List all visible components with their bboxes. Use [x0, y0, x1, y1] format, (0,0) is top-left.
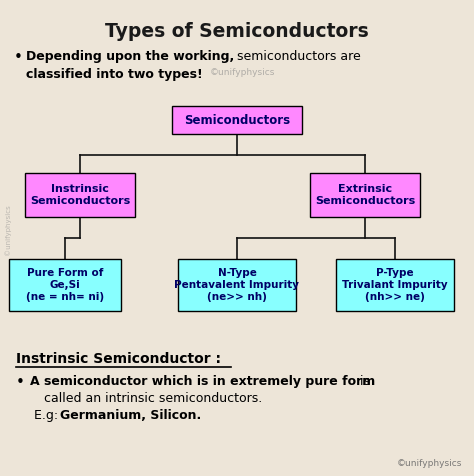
Text: •: • [16, 375, 25, 390]
FancyBboxPatch shape [25, 173, 135, 217]
Text: E.g:: E.g: [34, 409, 62, 422]
Text: classified into two types!: classified into two types! [26, 68, 203, 81]
Text: •: • [14, 50, 23, 65]
Text: Germanium, Silicon.: Germanium, Silicon. [60, 409, 201, 422]
Text: Semiconductors: Semiconductors [184, 113, 290, 127]
Text: ©unifyphysics: ©unifyphysics [210, 68, 275, 77]
Text: ©unifyphysics: ©unifyphysics [397, 459, 462, 468]
Text: Pure Form of
Ge,Si
(ne = nh= ni): Pure Form of Ge,Si (ne = nh= ni) [26, 268, 104, 302]
Text: A semiconductor which is in extremely pure form: A semiconductor which is in extremely pu… [30, 375, 375, 388]
Text: P-Type
Trivalant Impurity
(nh>> ne): P-Type Trivalant Impurity (nh>> ne) [342, 268, 448, 302]
Text: called an intrinsic semiconductors.: called an intrinsic semiconductors. [44, 392, 262, 405]
FancyBboxPatch shape [336, 259, 454, 311]
Text: ©unifyphysics: ©unifyphysics [5, 205, 11, 256]
FancyBboxPatch shape [310, 173, 420, 217]
Text: semiconductors are: semiconductors are [237, 50, 361, 63]
Text: Instrinsic Semiconductor :: Instrinsic Semiconductor : [16, 352, 221, 366]
Text: Instrinsic
Semiconductors: Instrinsic Semiconductors [30, 184, 130, 206]
Text: Types of Semiconductors: Types of Semiconductors [105, 22, 369, 41]
FancyBboxPatch shape [9, 259, 121, 311]
Text: Extrinsic
Semiconductors: Extrinsic Semiconductors [315, 184, 415, 206]
FancyBboxPatch shape [178, 259, 296, 311]
FancyBboxPatch shape [172, 106, 302, 134]
Text: Depending upon the working,: Depending upon the working, [26, 50, 234, 63]
Text: is: is [356, 375, 370, 388]
Text: N-Type
Pentavalent Impurity
(ne>> nh): N-Type Pentavalent Impurity (ne>> nh) [174, 268, 300, 302]
